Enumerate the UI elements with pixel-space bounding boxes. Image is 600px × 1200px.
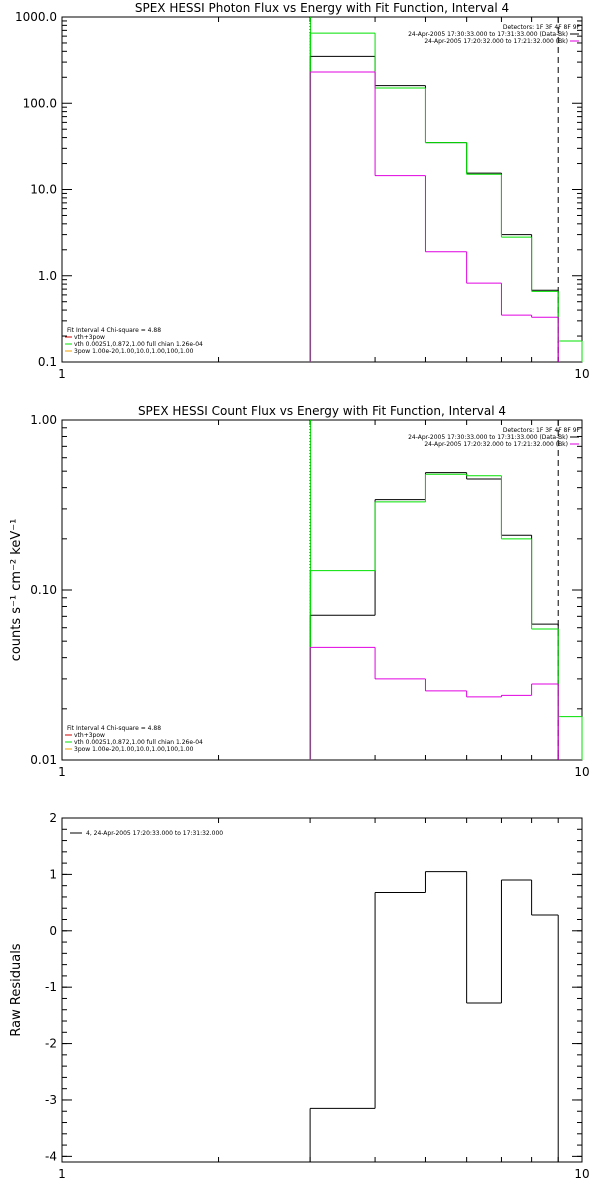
legend-bottom-left: Fit Interval 4 Chi-square = 4.88vth+3pow…: [65, 327, 203, 355]
y-tick-label: -2: [45, 1037, 57, 1051]
y-tick-label: 1000.0: [15, 10, 57, 24]
x-tick-label: 1: [58, 1167, 66, 1181]
legend-entry: vth+3pow: [74, 334, 105, 341]
y-tick-label: 0.01: [30, 753, 57, 767]
y-tick-label: 1: [49, 867, 57, 881]
y-axis-label: Raw Residuals: [9, 943, 24, 1036]
legend-entry: 24-Apr-2005 17:30:33.000 to 17:31:33.000…: [408, 434, 568, 441]
legend-top-left: 4, 24-Apr-2005 17:20:33.000 to 17:31:32.…: [70, 830, 223, 837]
y-axis-label: counts s⁻¹ cm⁻² keV⁻¹: [9, 519, 24, 662]
plot-frame: [61, 16, 583, 363]
series-magenta: [309, 646, 559, 760]
series-magenta: [309, 71, 559, 362]
legend-entry: Fit Interval 4 Chi-square = 4.88: [67, 725, 161, 732]
legend-entry: Fit Interval 4 Chi-square = 4.88: [67, 327, 161, 334]
chart-title: SPEX HESSI Photon Flux vs Energy with Fi…: [135, 1, 509, 15]
legend-entry: vth+3pow: [74, 732, 105, 739]
y-tick-label: -4: [45, 1149, 57, 1163]
x-tick-label: 1: [58, 765, 66, 779]
legend-entry: 24-Apr-2005 17:30:33.000 to 17:31:33.000…: [408, 31, 568, 38]
chart-title: SPEX HESSI Count Flux vs Energy with Fit…: [138, 404, 506, 418]
y-tick-label: 2: [49, 811, 57, 825]
legend-bottom-left: Fit Interval 4 Chi-square = 4.88vth+3pow…: [65, 725, 203, 753]
series-green: [309, 473, 583, 760]
x-tick-label: 10: [574, 765, 589, 779]
legend-entry: Detectors: 1F 3F 4F 8F 9F: [503, 24, 581, 31]
series-green: [309, 32, 583, 362]
series-black: [309, 472, 559, 760]
legend-entry: 3pow 1.00e-20,1.00,10.0,1.00,100,1.00: [74, 746, 194, 753]
x-tick-label: 10: [574, 367, 589, 381]
plot-frame: [61, 419, 583, 761]
x-tick-label: 1: [58, 367, 66, 381]
y-tick-label: 0: [49, 924, 57, 938]
series-black: [309, 55, 559, 362]
y-tick-label: -3: [45, 1093, 57, 1107]
legend-entry: 24-Apr-2005 17:20:32.000 to 17:21:32.000…: [424, 441, 568, 448]
legend-entry: Detectors: 1F 3F 4F 8F 9F: [503, 427, 581, 434]
panel-1: SPEX HESSI Photon Flux vs Energy with Fi…: [15, 1, 590, 381]
y-tick-label: -1: [45, 980, 57, 994]
legend-entry: 4, 24-Apr-2005 17:20:33.000 to 17:31:32.…: [86, 830, 223, 837]
legend-entry: vth 0.00251,0.872,1.00 full chian 1.26e-…: [74, 341, 203, 348]
y-tick-label: 10.0: [30, 183, 57, 197]
y-tick-label: 1.00: [30, 413, 57, 427]
y-tick-label: 100.0: [23, 96, 57, 110]
y-tick-label: 1.0: [38, 269, 57, 283]
plot-frame: [61, 817, 583, 1163]
y-tick-label: 0.10: [30, 583, 57, 597]
x-tick-label: 10: [574, 1167, 589, 1181]
y-tick-label: 0.1: [38, 355, 57, 369]
series-black: [309, 871, 559, 1162]
legend-entry: vth 0.00251,0.872,1.00 full chian 1.26e-…: [74, 739, 203, 746]
panel-2: SPEX HESSI Count Flux vs Energy with Fit…: [9, 404, 590, 779]
legend-entry: 24-Apr-2005 17:20:32.000 to 17:21:32.000…: [424, 38, 568, 45]
legend-entry: 3pow 1.00e-20,1.00,10.0,1.00,100,1.00: [74, 348, 194, 355]
